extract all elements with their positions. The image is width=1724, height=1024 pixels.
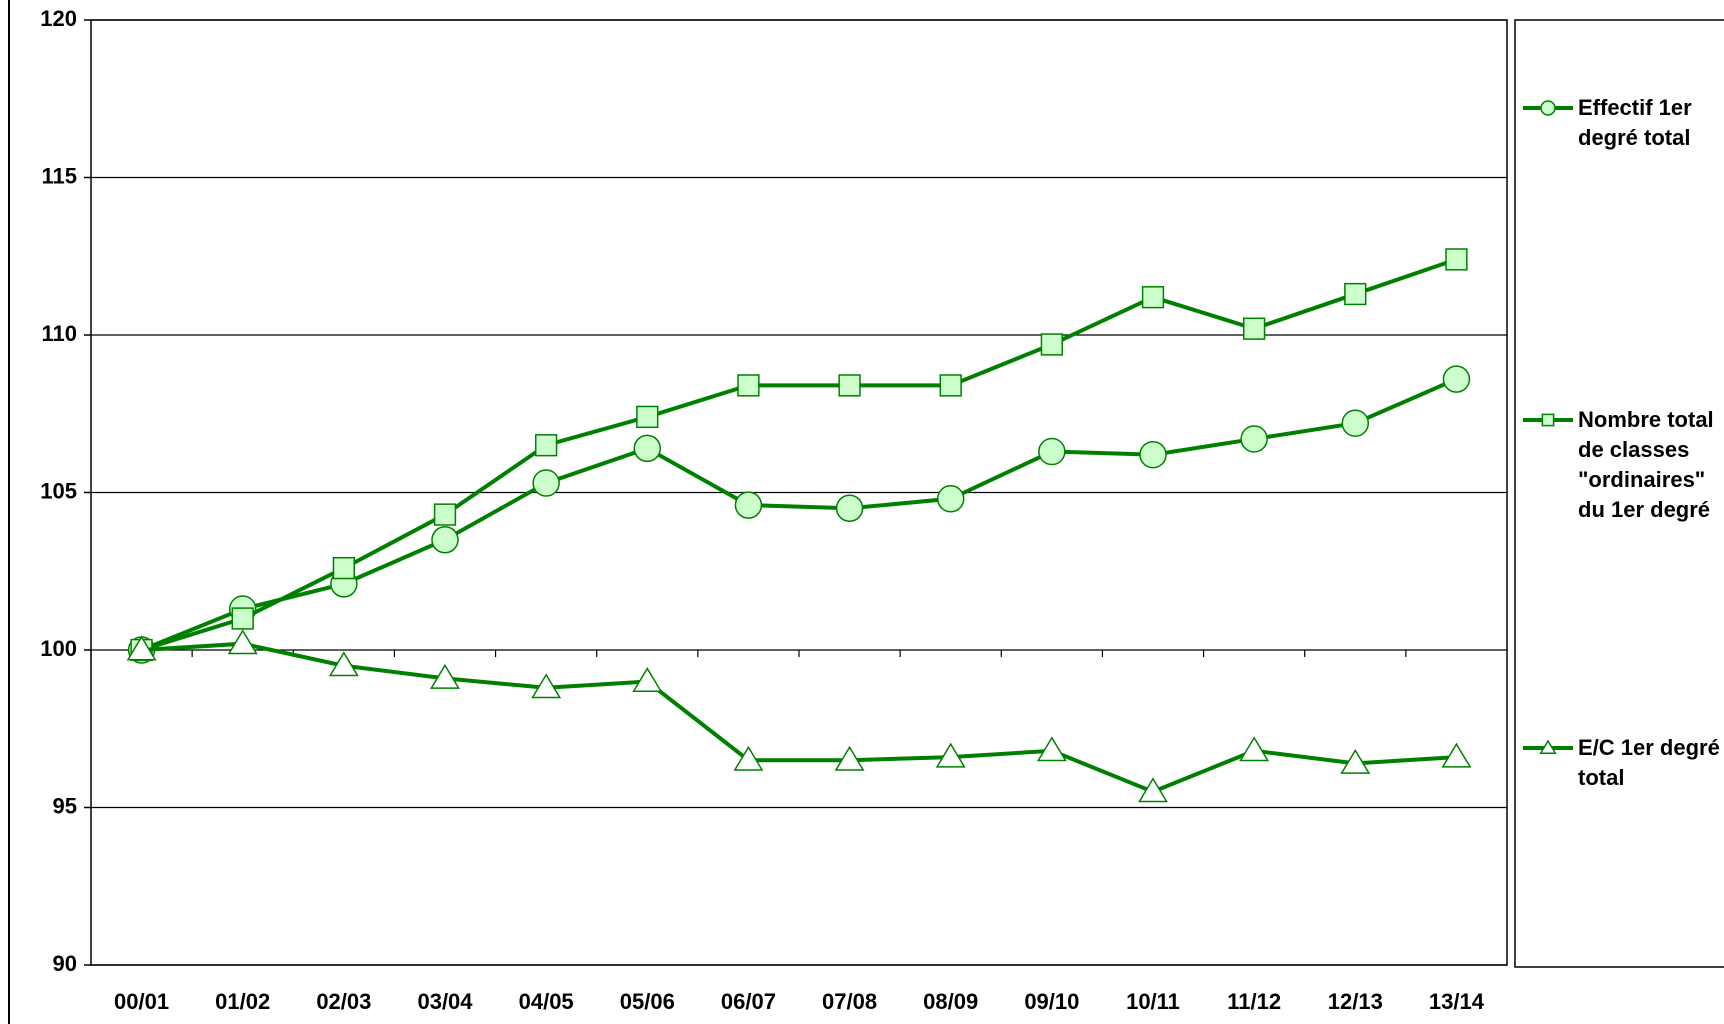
point <box>1442 365 1471 393</box>
x-tick-label: 03/04 <box>417 989 473 1014</box>
point <box>835 494 864 522</box>
x-tick-label: 01/02 <box>215 989 270 1014</box>
point <box>633 434 662 463</box>
x-tick-label: 00/01 <box>114 989 169 1014</box>
point <box>1139 440 1167 469</box>
point <box>531 673 562 699</box>
x-tick-label: 07/08 <box>822 989 877 1014</box>
point <box>733 745 764 771</box>
point <box>1138 777 1168 803</box>
series-line <box>141 641 1457 794</box>
point <box>939 374 962 397</box>
point <box>834 745 865 771</box>
point <box>1540 100 1556 116</box>
point <box>838 374 861 397</box>
point <box>1242 317 1266 340</box>
point <box>1445 248 1468 271</box>
x-tick-label: 06/07 <box>721 989 776 1014</box>
y-tick-label: 115 <box>42 163 78 188</box>
point <box>532 469 560 497</box>
y-tick-label: 120 <box>40 6 77 31</box>
y-tick-label: 110 <box>42 321 78 346</box>
point <box>936 485 965 513</box>
point <box>935 742 966 768</box>
point <box>734 491 763 519</box>
point <box>433 503 457 526</box>
y-tick-label: 90 <box>53 951 77 976</box>
point <box>1240 425 1268 453</box>
x-tick-label: 10/11 <box>1126 989 1180 1014</box>
legend-label: Effectif 1er degré total <box>1578 95 1692 150</box>
legend-label: E/C 1er degré total <box>1578 735 1720 790</box>
y-tick-label: 95 <box>53 793 77 818</box>
legend-label: Nombre total de classes "ordinaires" du … <box>1578 407 1714 522</box>
point <box>1541 413 1555 427</box>
x-tick-label: 11/12 <box>1227 989 1281 1014</box>
point <box>1344 282 1367 306</box>
point <box>534 434 558 457</box>
point <box>737 374 760 397</box>
point <box>227 629 258 655</box>
legend-box <box>1514 19 1724 968</box>
x-tick-label: 12/13 <box>1328 989 1383 1014</box>
point <box>431 526 459 554</box>
point <box>332 556 356 580</box>
x-tick-label: 04/05 <box>519 989 574 1014</box>
series-line <box>140 377 1458 652</box>
point <box>430 663 460 689</box>
point <box>1340 748 1371 774</box>
x-tick-label: 09/10 <box>1024 989 1079 1014</box>
point <box>1040 333 1064 356</box>
series-line <box>140 257 1458 652</box>
point <box>1141 286 1165 309</box>
x-tick-label: 02/03 <box>316 989 371 1014</box>
point <box>1036 736 1067 762</box>
point <box>231 607 254 630</box>
point <box>1441 742 1472 768</box>
point <box>636 405 659 429</box>
point <box>328 651 359 677</box>
point <box>126 635 157 661</box>
point <box>1539 739 1557 754</box>
point <box>1239 736 1270 762</box>
y-tick-label: 105 <box>40 478 77 503</box>
x-tick-label: 13/14 <box>1429 989 1485 1014</box>
point <box>1341 409 1370 437</box>
x-tick-label: 05/06 <box>620 989 675 1014</box>
point <box>1038 437 1066 466</box>
point <box>632 667 663 692</box>
y-tick-label: 100 <box>40 636 77 661</box>
x-tick-label: 08/09 <box>923 989 978 1014</box>
